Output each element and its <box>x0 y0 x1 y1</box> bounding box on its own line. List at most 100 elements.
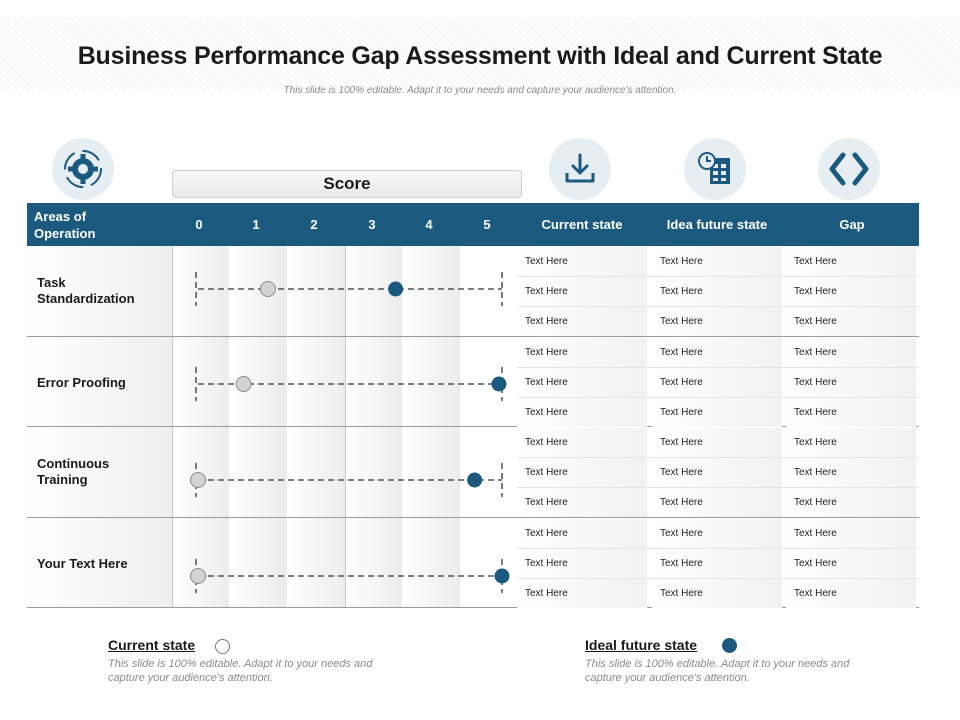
cell-separator <box>517 366 919 368</box>
header-ideal-state: Idea future state <box>666 217 768 232</box>
table-cell: Text Here <box>794 286 837 298</box>
table-cell: Text Here <box>660 557 703 569</box>
ideal-state-point <box>494 568 510 584</box>
legend-ideal-dot <box>722 638 737 653</box>
header-areas: Areas of Operation <box>34 209 96 241</box>
download-icon <box>565 153 595 183</box>
calendar-clock-icon-badge <box>684 138 746 200</box>
table-cell: Text Here <box>525 286 568 298</box>
cell-background <box>517 247 647 276</box>
chart-column-band <box>229 336 287 427</box>
row-divider <box>27 335 919 337</box>
header-current-state: Current state <box>541 217 623 232</box>
header-scale-2: 2 <box>310 217 318 232</box>
gear-icon-badge <box>52 138 114 200</box>
column-divider <box>172 427 173 518</box>
table-cell: Text Here <box>660 256 703 267</box>
legend-current-dot <box>215 639 230 654</box>
legend-ideal-label: Ideal future state <box>585 637 698 653</box>
score-label: Score <box>172 170 522 198</box>
cell-background <box>652 367 782 397</box>
code-brackets-icon-badge <box>818 138 880 200</box>
table-cell: Text Here <box>525 497 568 509</box>
cell-background <box>517 548 647 578</box>
table-cell: Text Here <box>794 406 837 418</box>
cell-background <box>652 397 782 427</box>
table-cell: Text Here <box>525 437 568 448</box>
chart-column-band <box>402 427 460 518</box>
cell-background <box>652 277 782 307</box>
ideal-state-point <box>491 376 507 392</box>
table-cell: Text Here <box>525 376 568 388</box>
page-subtitle: This slide is 100% editable. Adapt it to… <box>283 85 677 96</box>
table-cell: Text Here <box>525 256 568 267</box>
cell-background <box>786 337 916 367</box>
header-scale-3: 3 <box>368 217 376 232</box>
cell-background <box>652 518 782 548</box>
cell-background <box>517 428 647 457</box>
table-cell: Text Here <box>794 316 837 328</box>
chart-column-band <box>229 246 287 337</box>
cell-background <box>652 428 782 457</box>
cell-background <box>652 548 782 578</box>
table-cell: Text Here <box>794 437 837 448</box>
cell-background <box>652 307 782 337</box>
area-label: Continuous Training <box>37 456 110 487</box>
cell-background <box>786 578 916 608</box>
cell-background <box>786 458 916 488</box>
cell-background <box>652 247 782 276</box>
chart-column-band <box>402 246 460 337</box>
cell-separator <box>517 276 919 277</box>
table-header: Areas of Operation 0 1 2 3 4 5 Current s… <box>27 203 919 246</box>
header-gap: Gap <box>839 217 865 232</box>
table-cell: Text Here <box>794 376 837 388</box>
cell-separator <box>517 577 919 579</box>
cell-separator <box>517 487 919 489</box>
cell-background <box>517 397 647 427</box>
row-divider <box>27 426 919 427</box>
download-icon-badge <box>549 138 611 200</box>
header-scale-4: 4 <box>425 217 433 232</box>
column-divider <box>172 246 173 337</box>
gear-icon <box>64 150 102 188</box>
table-cell: Text Here <box>660 467 703 479</box>
table-cell: Text Here <box>660 346 703 358</box>
cell-background <box>517 307 647 337</box>
chart-column-band <box>345 427 402 518</box>
table-cell: Text Here <box>660 406 703 418</box>
chart-column-band <box>27 427 172 518</box>
cell-background <box>517 458 647 488</box>
table-cell: Text Here <box>525 316 568 328</box>
row-divider <box>27 516 919 518</box>
column-divider <box>345 517 346 608</box>
cell-background <box>517 578 647 608</box>
chart-column-band <box>287 427 345 518</box>
table-cell: Text Here <box>660 497 703 509</box>
table-cell: Text Here <box>794 557 837 569</box>
column-divider <box>172 336 173 427</box>
cell-background <box>786 488 916 518</box>
cell-background <box>786 518 916 548</box>
area-label: Task Standardization <box>37 275 135 306</box>
header-scale-5: 5 <box>483 217 491 232</box>
table-cell: Text Here <box>660 437 703 448</box>
cell-background <box>652 458 782 488</box>
cell-background <box>652 578 782 608</box>
cell-separator <box>517 457 919 458</box>
table-cell: Text Here <box>660 316 703 328</box>
code-brackets-icon <box>829 152 869 186</box>
row-divider <box>27 607 919 608</box>
cell-separator <box>517 547 919 549</box>
chart-column-band <box>345 517 402 608</box>
cell-background <box>786 397 916 427</box>
chart-column-band <box>402 517 460 608</box>
chart-column-band <box>229 427 287 518</box>
ideal-state-point <box>467 472 483 488</box>
cell-background <box>786 247 916 276</box>
chart-column-band <box>172 246 229 337</box>
table-cell: Text Here <box>660 527 703 539</box>
chart-column-band <box>287 336 345 427</box>
header-scale-0: 0 <box>195 217 203 232</box>
table-cell: Text Here <box>525 467 568 479</box>
area-label: Your Text Here <box>37 556 128 571</box>
